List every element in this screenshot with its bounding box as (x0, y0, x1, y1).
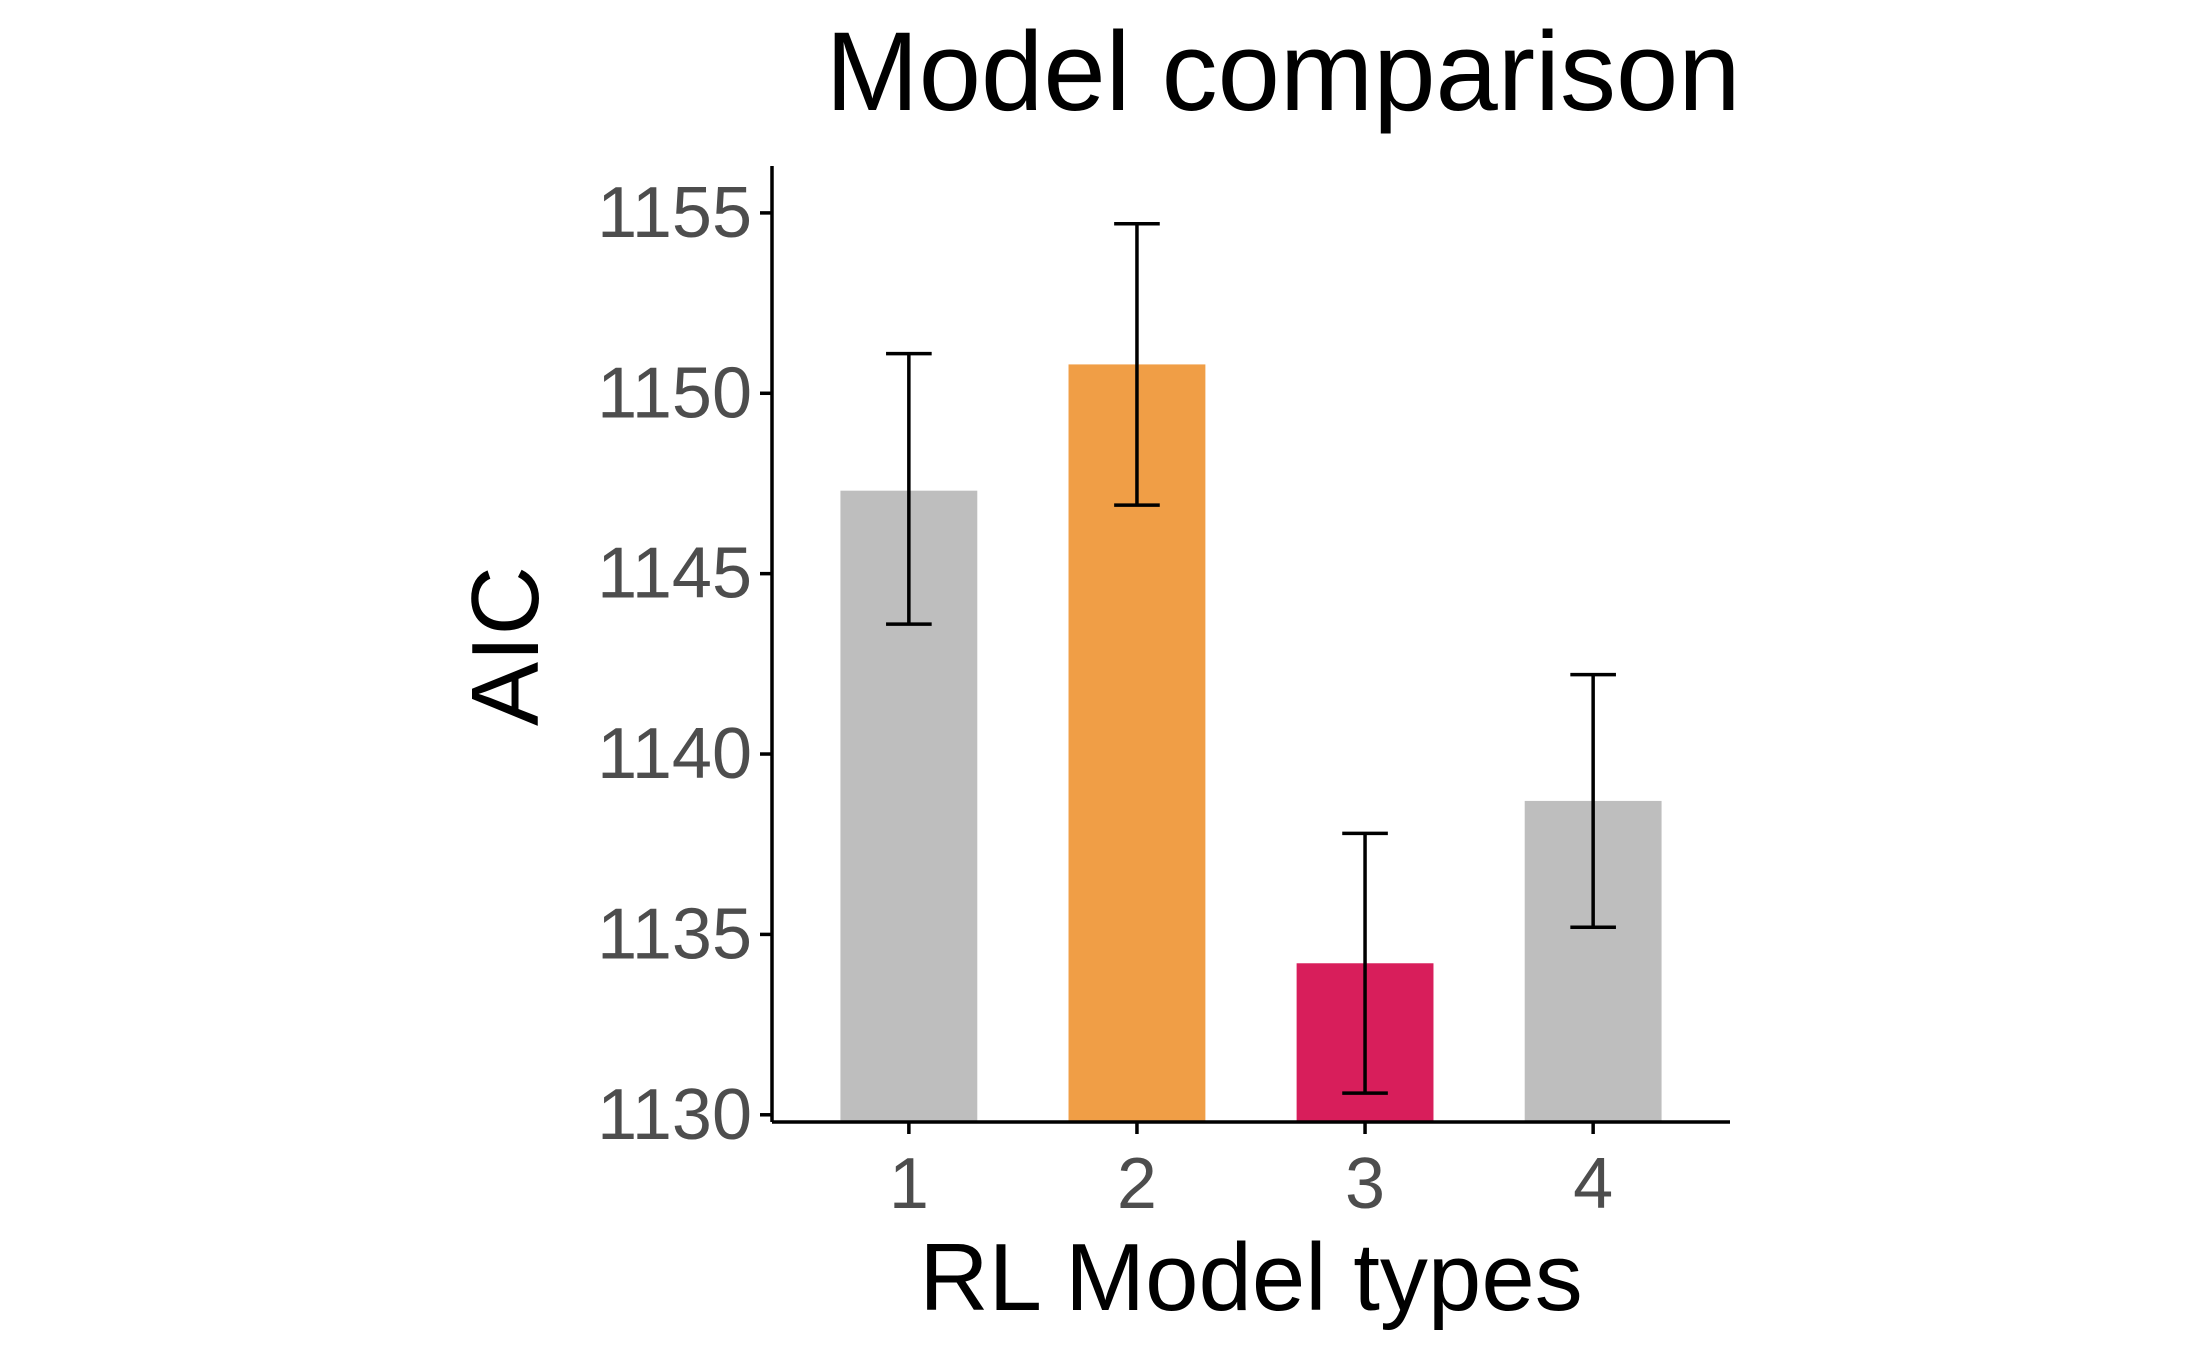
y-tick-label-1140: 1140 (597, 714, 752, 794)
x-tick-label-4: 4 (1573, 1144, 1613, 1224)
y-tick-label-1145: 1145 (597, 534, 752, 614)
y-axis-title: AIC (452, 566, 559, 726)
y-tick-label-1155: 1155 (597, 173, 752, 253)
y-tick-label-1135: 1135 (597, 894, 752, 974)
chart-title: Model comparison (825, 9, 1740, 134)
x-axis-ticks: 1 2 3 4 (889, 1122, 1613, 1224)
x-tick-label-1: 1 (889, 1144, 929, 1224)
x-axis-title: RL Model types (919, 1224, 1582, 1331)
y-tick-label-1150: 1150 (597, 353, 752, 433)
y-axis-ticks: 1130 1135 1140 1145 1150 1155 (597, 173, 772, 1155)
error-bars-group (886, 221, 1616, 1095)
y-tick-label-1130: 1130 (597, 1075, 752, 1155)
x-tick-label-2: 2 (1117, 1144, 1157, 1224)
x-tick-label-3: 3 (1345, 1144, 1385, 1224)
bars-group (840, 364, 1662, 1122)
